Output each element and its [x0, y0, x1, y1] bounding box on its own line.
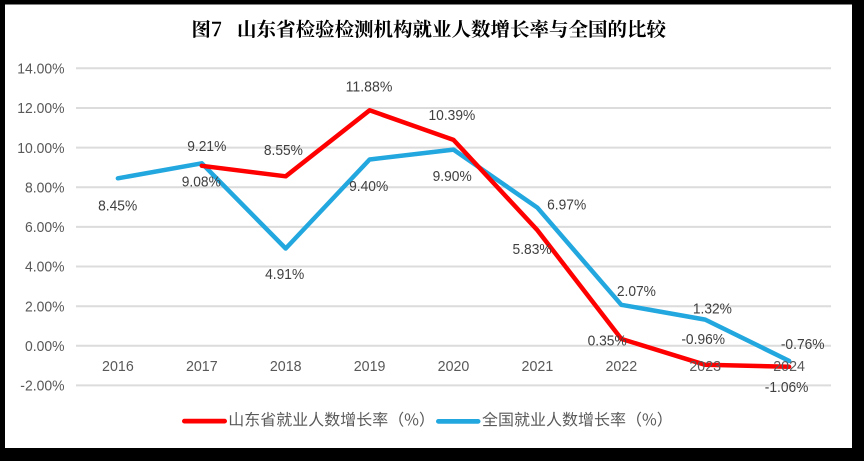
svg-text:2022: 2022 [605, 358, 637, 375]
svg-text:-2.00%: -2.00% [20, 378, 64, 395]
svg-text:6.00%: 6.00% [25, 219, 65, 236]
svg-text:1.32%: 1.32% [693, 301, 732, 318]
svg-text:2023: 2023 [689, 358, 721, 375]
svg-text:11.88%: 11.88% [346, 78, 393, 95]
svg-text:2019: 2019 [354, 358, 386, 375]
svg-text:5.83%: 5.83% [513, 241, 552, 258]
svg-text:8.55%: 8.55% [264, 142, 303, 159]
svg-text:9.40%: 9.40% [349, 178, 388, 195]
svg-text:2021: 2021 [522, 358, 554, 375]
svg-text:2020: 2020 [438, 358, 470, 375]
svg-text:2018: 2018 [270, 358, 302, 375]
svg-text:9.08%: 9.08% [182, 173, 221, 190]
svg-text:10.39%: 10.39% [429, 107, 476, 124]
svg-text:4.00%: 4.00% [25, 259, 65, 276]
svg-text:-1.06%: -1.06% [765, 379, 809, 396]
svg-text:10.00%: 10.00% [17, 140, 64, 157]
svg-text:6.97%: 6.97% [547, 196, 586, 213]
svg-text:4.91%: 4.91% [265, 266, 304, 283]
svg-text:2024: 2024 [773, 358, 805, 375]
svg-text:9.21%: 9.21% [187, 138, 226, 155]
svg-text:12.00%: 12.00% [17, 100, 64, 117]
svg-text:2017: 2017 [186, 358, 218, 375]
svg-text:8.45%: 8.45% [98, 197, 137, 214]
svg-text:2.07%: 2.07% [617, 283, 656, 300]
svg-text:8.00%: 8.00% [25, 179, 65, 196]
svg-text:2.00%: 2.00% [25, 298, 65, 315]
svg-text:-0.76%: -0.76% [781, 336, 825, 353]
svg-text:9.90%: 9.90% [433, 168, 472, 185]
svg-text:0.35%: 0.35% [588, 332, 627, 349]
svg-text:-0.96%: -0.96% [681, 331, 725, 348]
svg-text:14.00%: 14.00% [17, 61, 64, 78]
svg-text:2016: 2016 [102, 358, 134, 375]
svg-text:0.00%: 0.00% [25, 338, 65, 355]
